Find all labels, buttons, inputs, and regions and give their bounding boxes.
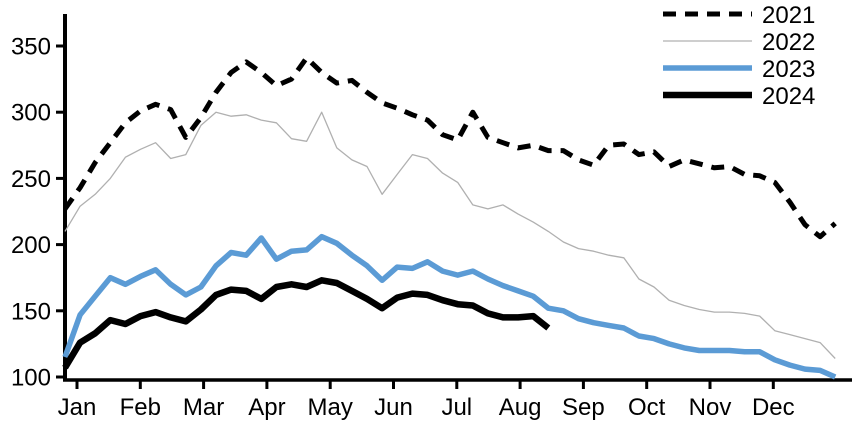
legend-label-2022: 2022: [762, 29, 815, 56]
legend-label-2023: 2023: [762, 56, 815, 83]
legend-label-2024: 2024: [762, 83, 815, 110]
series-2022-line: [64, 111, 836, 359]
x-tick-label: Apr: [248, 394, 285, 421]
x-tick-label: Mar: [183, 394, 224, 421]
x-tick-label: Sep: [562, 394, 605, 421]
x-tick-label: Jul: [441, 394, 472, 421]
x-tick-label: Feb: [120, 394, 161, 421]
series-2023-line: [62, 233, 837, 380]
x-tick-label: May: [308, 394, 353, 421]
x-tick-label: Aug: [499, 394, 542, 421]
x-tick-label: Jun: [374, 394, 413, 421]
x-tick-label: Oct: [628, 394, 666, 421]
y-tick-label: 300: [11, 100, 51, 127]
series-2021-line: [62, 55, 837, 240]
x-tick-label: Nov: [689, 394, 732, 421]
legend-label-2021: 2021: [762, 2, 815, 29]
y-tick-label: 250: [11, 166, 51, 193]
y-tick-label: 200: [11, 232, 51, 259]
series-2024-line: [62, 277, 551, 370]
y-tick-label: 350: [11, 34, 51, 61]
y-tick-label: 150: [11, 298, 51, 325]
x-tick-label: Dec: [752, 394, 795, 421]
x-tick-label: Jan: [58, 394, 97, 421]
y-tick-label: 100: [11, 365, 51, 392]
